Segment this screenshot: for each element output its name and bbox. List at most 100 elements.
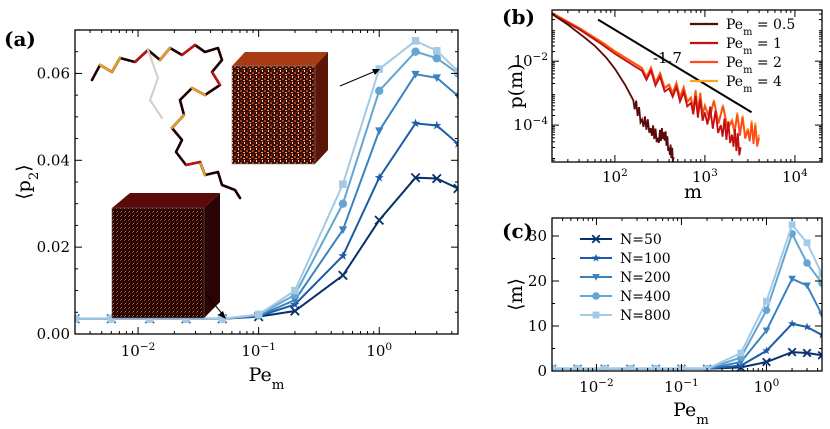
data-point-c xyxy=(818,311,822,319)
data-point-a xyxy=(182,315,190,323)
legend-label-c: N=800 xyxy=(620,308,671,324)
legend-marker-c xyxy=(592,273,600,281)
series-line-c-N=50 xyxy=(552,351,822,370)
x-tick-label-b: 103 xyxy=(692,167,718,186)
data-point-a xyxy=(291,286,299,295)
data-point-c xyxy=(762,327,771,335)
data-point-c xyxy=(788,221,796,229)
panel-c: 0 10 20 30 10−2 10−1 100 Pem ⟨m⟩ N=50 N=100 N=200 N=… xyxy=(505,217,823,428)
y-tick-label-c: 20 xyxy=(528,272,547,290)
data-point-a xyxy=(145,315,154,323)
legend-label-c: N=400 xyxy=(620,289,671,305)
data-point-c xyxy=(763,297,770,305)
legend-label-c: N=50 xyxy=(620,232,662,248)
data-point-c xyxy=(788,275,796,283)
y-tick-label-a: 0.04 xyxy=(37,151,70,169)
axes-frame-c xyxy=(551,217,823,372)
simulation-box-high-pe-image xyxy=(231,52,328,165)
data-point-a xyxy=(374,172,384,182)
data-point-a xyxy=(432,74,441,82)
inset-arrow-low xyxy=(204,292,226,319)
data-point-c xyxy=(601,365,609,371)
legend-label-c: N=200 xyxy=(620,270,671,286)
data-point-a xyxy=(290,306,300,316)
y-tick-label-b: 10−4 xyxy=(513,115,548,134)
data-point-a xyxy=(432,120,442,130)
data-point-c xyxy=(803,259,811,267)
data-point-a xyxy=(374,215,385,226)
data-point-c xyxy=(817,350,822,360)
y-tick-label-a: 0.00 xyxy=(37,325,70,343)
data-point-c xyxy=(737,349,745,357)
data-point-a xyxy=(432,54,441,63)
x-axis-title-b: m xyxy=(684,181,702,203)
legend-label-b: Pem = 2 xyxy=(726,55,782,76)
y-tick-label-a: 0.02 xyxy=(37,238,70,256)
data-point-a xyxy=(411,47,420,56)
data-point-a xyxy=(290,296,300,305)
polymer-conformation-image xyxy=(90,43,242,200)
data-point-a xyxy=(338,270,348,281)
x-tick-label-c: 10−2 xyxy=(579,377,614,396)
legend-label-c: N=100 xyxy=(620,251,671,267)
y-axis-title-c: ⟨m⟩ xyxy=(505,278,527,311)
legend-marker-c xyxy=(592,311,600,319)
series-line-b-Pe_m = 1 xyxy=(552,13,742,156)
data-point-a xyxy=(107,315,116,323)
y-axis-title-a: ⟨p2⟩ xyxy=(13,164,42,199)
data-point-a xyxy=(410,172,421,183)
slope-label-b: -1.7 xyxy=(653,49,682,67)
x-axis-title-c: Pem xyxy=(673,399,709,428)
data-point-a xyxy=(375,86,384,96)
x-tick-label-c: 100 xyxy=(754,377,780,396)
data-point-a xyxy=(410,118,421,128)
data-point-c xyxy=(817,330,822,339)
legend-marker-c xyxy=(591,253,601,262)
data-point-a xyxy=(411,37,420,45)
panel-label-a: (a) xyxy=(4,27,36,51)
x-tick-label-a: 100 xyxy=(366,341,392,360)
panel-label-c: (c) xyxy=(502,219,533,243)
data-point-c xyxy=(787,319,797,328)
guide-line-b xyxy=(597,18,753,114)
data-point-c xyxy=(803,282,811,290)
data-point-a xyxy=(411,70,420,79)
data-point-a xyxy=(375,127,384,135)
y-tick-label-b: 10−2 xyxy=(513,51,548,70)
data-point-a xyxy=(453,92,458,101)
plot-area-a xyxy=(75,37,458,324)
x-axis-title-a: Pem xyxy=(249,364,285,393)
data-point-c xyxy=(762,306,771,315)
inset-arrow-high xyxy=(339,69,380,87)
data-point-a xyxy=(339,180,347,188)
data-point-a xyxy=(453,139,458,148)
y-tick-label-c: 30 xyxy=(528,227,547,245)
series-line-b-Pe_m = 0.5 xyxy=(552,13,675,162)
data-point-c xyxy=(818,270,822,278)
data-point-a xyxy=(453,183,458,194)
data-point-a xyxy=(338,226,348,234)
x-tick-label-b: 104 xyxy=(782,167,808,186)
data-point-a xyxy=(338,199,348,208)
data-point-c xyxy=(802,348,812,358)
panel-a: 0.00 0.02 0.04 0.06 10−2 10−1 100 Pem ⟨p2⟩ xyxy=(13,29,459,393)
data-point-a xyxy=(338,251,348,260)
series-line-c-N=100 xyxy=(552,322,822,370)
legend-label-b: Pem = 4 xyxy=(726,74,782,95)
data-point-a xyxy=(454,67,458,76)
data-point-a xyxy=(75,315,79,323)
y-tick-label-c: 10 xyxy=(528,317,547,335)
data-point-a xyxy=(254,310,263,319)
legend-label-b: Pem = 1 xyxy=(726,36,782,57)
data-point-c xyxy=(803,239,811,247)
y-tick-label-a: 0.06 xyxy=(37,64,70,82)
legend-label-b: Pem = 0.5 xyxy=(726,17,795,38)
y-axis-title-b: p(m) xyxy=(505,63,527,108)
simulation-box-low-pe-image xyxy=(111,193,220,319)
data-point-c xyxy=(626,365,634,371)
legend-marker-c xyxy=(591,234,601,244)
x-tick-label-b: 102 xyxy=(602,167,628,186)
data-point-a xyxy=(218,315,227,323)
